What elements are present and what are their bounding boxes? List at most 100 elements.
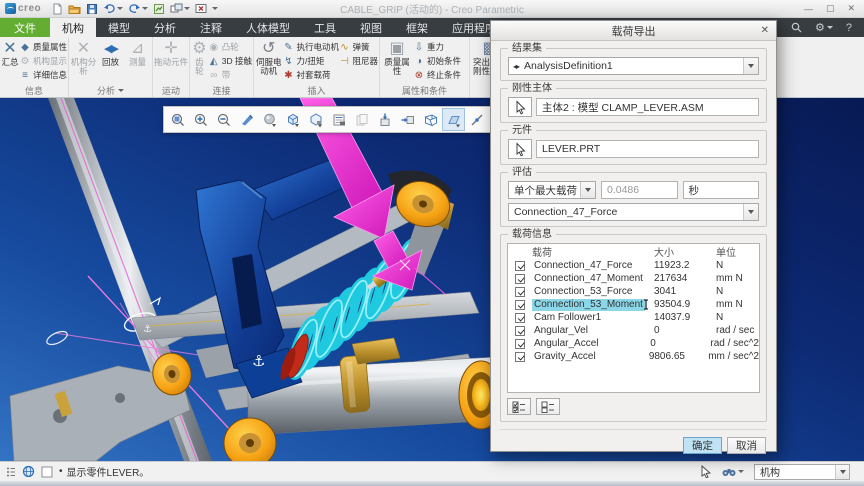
mechanism-analysis-button[interactable]: ✕ 机构分析 [70, 39, 97, 77]
tab-applications[interactable]: 应用程序 [452, 22, 496, 35]
mass-properties-big-button[interactable]: ▣ 质量属性 [381, 39, 413, 77]
close-button[interactable]: ✕ [847, 3, 855, 13]
repaint-icon[interactable] [235, 108, 258, 131]
regenerate-button[interactable] [153, 3, 165, 15]
gold-collar[interactable] [339, 355, 371, 413]
row-checkbox[interactable] [515, 260, 525, 271]
evaluation-mode-combo[interactable]: 单个最大载荷 [508, 181, 596, 199]
component-select-button[interactable] [508, 139, 532, 159]
tab-model[interactable]: 模型 [108, 22, 130, 35]
cams-button[interactable]: ◉ 凸轮 [208, 40, 252, 54]
rigid-body-select-button[interactable] [508, 97, 532, 117]
damper-button[interactable]: ⊣ 阻尼器 [338, 54, 378, 68]
row-checkbox[interactable] [515, 286, 525, 297]
actuator-motor-button[interactable]: ✎ 执行电动机 [282, 40, 339, 54]
gravity-button[interactable]: ⇩ 重力 [413, 40, 461, 54]
row-checkbox[interactable] [515, 273, 525, 284]
annotation-display-icon[interactable] [350, 108, 373, 131]
mass-properties-small-button[interactable]: ◆ 质量属性 [19, 40, 67, 54]
save-button[interactable] [86, 3, 98, 15]
evaluation-measure-dropdown-button[interactable] [743, 204, 758, 220]
table-row[interactable]: Cam Follower1 14037.9 N [508, 311, 759, 324]
contact-3d-button[interactable]: ◭ 3D 接触 [208, 54, 252, 68]
tab-tools[interactable]: 工具 [314, 22, 336, 35]
tab-analysis[interactable]: 分析 [154, 22, 176, 35]
zoom-in-icon[interactable] [189, 108, 212, 131]
mechanism-display-button[interactable]: ⚙ 机构显示 [19, 54, 68, 68]
termination-conditions-button[interactable]: ⊗ 终止条件 [413, 68, 461, 82]
result-set-dropdown-button[interactable] [743, 58, 758, 74]
dialog-titlebar[interactable]: 载荷导出 ✕ [491, 21, 776, 41]
open-file-button[interactable] [68, 3, 81, 15]
redo-caret-icon[interactable] [142, 7, 149, 10]
table-row-selected[interactable]: Connection_53_Moment 93504.9 mm N [508, 298, 759, 311]
analysis-group-caret-icon[interactable] [118, 89, 124, 92]
table-row[interactable]: Gravity_Accel 9806.65 mm / sec^2 [508, 350, 759, 363]
web-browser-icon[interactable] [22, 465, 35, 478]
row-checkbox[interactable] [515, 312, 525, 323]
gears-button[interactable]: ⚙ 齿轮 [191, 39, 208, 77]
refit-icon[interactable] [166, 108, 189, 131]
roller-left[interactable] [148, 349, 196, 399]
roller-top-right[interactable] [388, 170, 455, 276]
saved-orientations-icon[interactable] [304, 108, 327, 131]
cancel-button[interactable]: 取消 [727, 437, 766, 454]
evaluation-measure-combo[interactable]: Connection_47_Force [508, 203, 759, 221]
uncheck-all-button[interactable] [536, 398, 560, 415]
row-checkbox[interactable] [515, 338, 525, 349]
render-style-icon[interactable] [258, 108, 281, 131]
belts-button[interactable]: ∞ 带 [208, 68, 252, 82]
search-icon[interactable] [791, 22, 802, 33]
window-switch-button[interactable] [170, 3, 191, 14]
spring-button[interactable]: ∿ 弹簧 [338, 40, 378, 54]
filter-dropdown-button[interactable] [835, 464, 849, 479]
measure-button[interactable]: ⊿ 测量 [124, 39, 151, 67]
playback-button[interactable]: ◀▶ 回放 [97, 39, 124, 67]
tab-manikin[interactable]: 人体模型 [246, 22, 290, 35]
model-tree-toggle-icon[interactable] [41, 466, 53, 478]
view-manager-icon[interactable] [327, 108, 350, 131]
row-checkbox[interactable] [515, 325, 525, 336]
zoom-out-icon[interactable] [212, 108, 235, 131]
force-torque-button[interactable]: ↯ 力/扭矩 [282, 54, 338, 68]
section-front-icon[interactable] [373, 108, 396, 131]
blue-lever[interactable] [195, 159, 349, 399]
gold-clamp[interactable] [351, 337, 401, 365]
result-set-combo[interactable]: ◂▸ AnalysisDefinition1 [508, 57, 759, 75]
tab-framework[interactable]: 框架 [406, 22, 428, 35]
find-button[interactable] [722, 466, 744, 477]
dialog-close-icon[interactable]: ✕ [760, 25, 769, 36]
table-row[interactable]: Connection_47_Moment 217634 mm N [508, 272, 759, 285]
section-side-icon[interactable] [396, 108, 419, 131]
window-caret-icon[interactable] [184, 7, 191, 10]
minimize-button[interactable]: — [803, 3, 813, 14]
roller-bottom-left[interactable] [223, 417, 277, 461]
tab-mechanism[interactable]: 机构 [50, 18, 96, 37]
qat-overflow-caret-icon[interactable] [212, 7, 219, 10]
table-row[interactable]: Angular_Vel 0 rad / sec [508, 324, 759, 337]
tab-file[interactable]: 文件 [0, 18, 50, 37]
detail-info-button[interactable]: ≡ 详细信息 [19, 68, 67, 82]
new-file-button[interactable] [51, 3, 63, 15]
settings-button[interactable]: ⚙ [815, 21, 833, 34]
close-window-button[interactable] [195, 3, 207, 14]
undo-caret-icon[interactable] [117, 7, 124, 10]
display-style-icon[interactable] [281, 108, 304, 131]
help-icon[interactable]: ? [845, 21, 852, 34]
filter-combo[interactable]: 机构 [754, 463, 850, 480]
drag-components-button[interactable]: ✛ 拖动元件 [154, 39, 188, 67]
table-row[interactable]: Connection_47_Force 11923.2 N [508, 259, 759, 272]
evaluation-mode-dropdown-button[interactable] [580, 182, 595, 198]
datum-display-icon[interactable] [465, 108, 488, 131]
tab-annotate[interactable]: 注释 [200, 22, 222, 35]
table-row[interactable]: Angular_Accel 0 rad / sec^2 [508, 337, 759, 350]
row-checkbox[interactable] [515, 299, 525, 310]
initial-conditions-button[interactable]: ◑ 初始条件 [413, 54, 461, 68]
component-field[interactable]: LEVER.PRT [536, 140, 759, 158]
select-pointer-icon[interactable] [700, 465, 712, 478]
table-row[interactable]: Connection_53_Force 3041 N [508, 285, 759, 298]
bushing-load-button[interactable]: ✱ 衬套载荷 [282, 68, 338, 82]
perspective-view-icon[interactable] [419, 108, 442, 131]
rigid-body-field[interactable]: 主体2 : 模型 CLAMP_LEVER.ASM [536, 98, 759, 116]
check-all-button[interactable] [507, 398, 531, 415]
